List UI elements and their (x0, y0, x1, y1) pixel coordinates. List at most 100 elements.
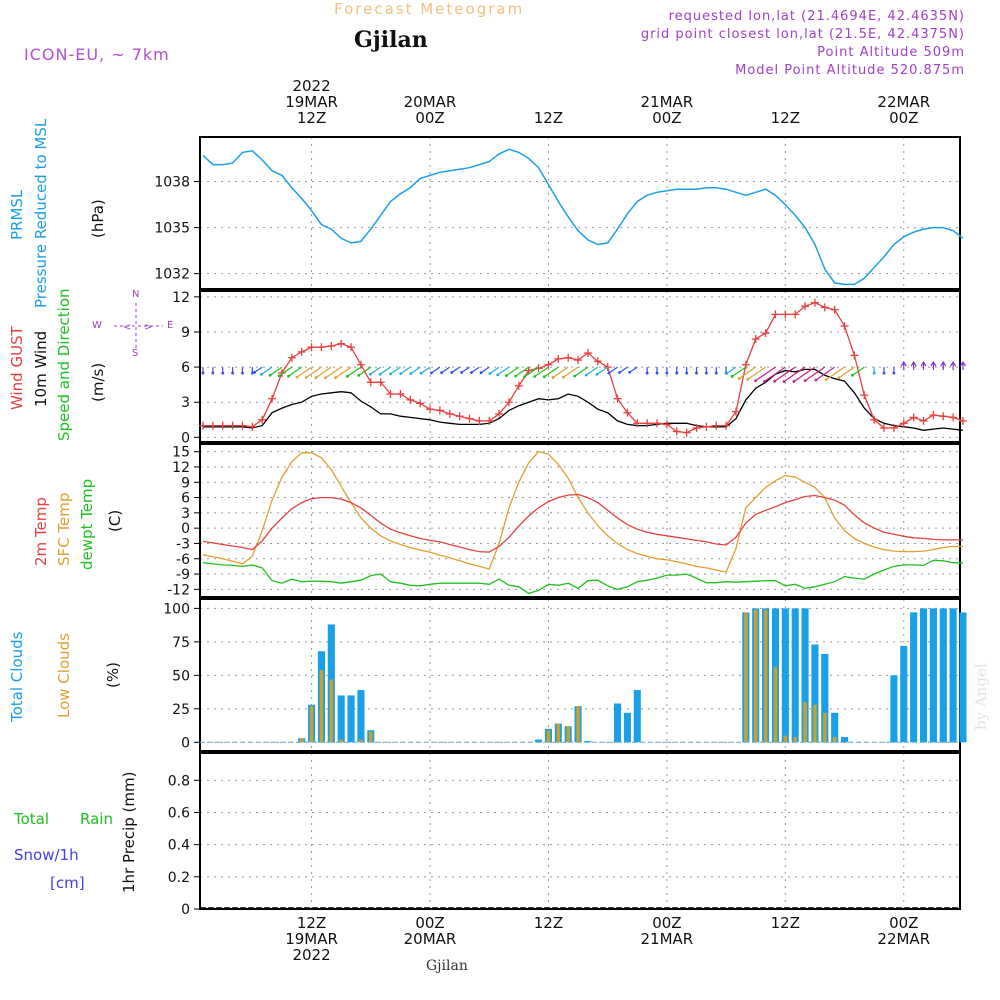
wind-arrow (755, 366, 776, 382)
wind-arrow (288, 366, 303, 377)
requested-coords: requested lon,lat (21.4694E, 42.4635N) (668, 9, 965, 24)
wind-arrow-head (940, 360, 947, 367)
wind-arrow-head (334, 376, 338, 380)
wind-arrow (747, 366, 766, 380)
total-cloud-bar (337, 695, 345, 743)
wind-arrow-head (221, 371, 225, 375)
wind-arrow-head (618, 371, 621, 374)
wind-arrow-head (409, 372, 413, 375)
wind-arrow-head (607, 371, 611, 375)
total-cloud-bar (535, 739, 543, 743)
precip-label-cm: [cm] (50, 874, 85, 892)
wind-arrow-head (930, 360, 937, 367)
compass-n: N (132, 289, 140, 300)
wind-arrow-head (346, 374, 349, 378)
ytick-label: -3 (176, 536, 190, 552)
wind-arrow-head (900, 360, 907, 367)
wind-arrow-head (440, 371, 443, 375)
wind-arrow (305, 366, 322, 379)
total-cloud-bar (633, 690, 641, 743)
low-cloud-bar (339, 739, 343, 743)
bottom-time-label: 2022 (292, 946, 331, 964)
wind-arrow-head (595, 373, 599, 376)
ytick-label: 100 (163, 601, 190, 617)
wind-arrow-head (584, 373, 588, 377)
wind-arrow-head (737, 377, 741, 380)
ytick-label: 0.4 (168, 838, 190, 854)
ytick-label: 0.2 (168, 870, 190, 886)
ytick-label: 6 (181, 491, 190, 507)
wind-arrow (441, 366, 451, 374)
gust-series-line (203, 301, 964, 434)
wind-arrow-head (250, 371, 254, 375)
wind-arrow-head (920, 360, 927, 367)
low-cloud-bar (763, 609, 768, 743)
ytick-label: 1038 (154, 175, 190, 191)
top-time-label: 20MAR (403, 93, 457, 111)
wind-arrow-head (959, 360, 966, 367)
low-cloud-bar (309, 706, 314, 743)
top-time-label: 2022 (292, 77, 331, 95)
wind-arrow (420, 366, 431, 374)
ytick-label: 25 (172, 702, 190, 718)
gridpoint-coords: grid point closest lon,lat (21.5E, 42.43… (640, 27, 965, 42)
wind-panel: 0 3 6 9 12 (172, 290, 961, 446)
bottom-time-label: 12Z (296, 914, 327, 932)
low-cloud-bar (793, 736, 797, 743)
ytick-label: 12 (172, 460, 190, 476)
wind-arrow (480, 366, 490, 374)
ytick-label: 50 (172, 668, 190, 684)
ytick-label: -6 (176, 552, 190, 568)
wind-arrow-head (685, 371, 689, 375)
wind-arrow-head (628, 370, 632, 374)
wind-arrow-head (470, 371, 473, 374)
wind-arrow-head (378, 372, 382, 376)
wind-arrow-head (645, 371, 649, 375)
svg-text:<: < (123, 322, 131, 333)
model-altitude: Model Point Altitude 520.875m (735, 63, 965, 78)
ytick-label: 0.6 (168, 806, 190, 822)
total-cloud-bar (821, 653, 829, 743)
low-cloud-bar (803, 702, 807, 743)
point-altitude: Point Altitude 509m (817, 45, 965, 60)
total-cloud-bar (840, 736, 849, 743)
total-cloud-bar (890, 675, 898, 743)
total-cloud-bar (919, 608, 928, 743)
wind-arrow-head (950, 360, 957, 367)
total-cloud-bar (613, 703, 622, 743)
low-cloud-bar (832, 736, 837, 743)
panel-frame (199, 443, 961, 598)
low-cloud-bar (556, 723, 561, 743)
wind-arrow (825, 366, 845, 381)
total-cloud-bar (584, 740, 592, 743)
wind-arrow-head (837, 376, 841, 380)
total-cloud-bar (939, 608, 947, 743)
wind-arrow-head (573, 374, 577, 378)
wind-arrow-head (277, 374, 281, 378)
low-cloud-bar (783, 735, 788, 743)
low-cloud-bar (773, 667, 778, 743)
wind-arrow-head (368, 372, 372, 376)
panel-frame (199, 752, 961, 910)
wind-arrow-head (782, 380, 786, 383)
wind-arrow (738, 366, 757, 379)
chart-title: Forecast Meteogram (334, 0, 525, 18)
wind-arrow-head (892, 371, 896, 375)
wind-arrow-head (763, 379, 766, 383)
wind-arrow-head (730, 375, 734, 378)
compass-s: S (132, 348, 139, 359)
wind-arrow (347, 366, 362, 377)
low-cloud-bar (359, 739, 363, 743)
wind-arrow (400, 366, 411, 375)
ytick-label: 12 (172, 290, 190, 306)
wind-arrow (774, 366, 796, 382)
total-cloud-bar (959, 612, 967, 743)
low-cloud-bar (823, 712, 827, 743)
wind-arrow-head (910, 360, 917, 367)
top-time-label: 22MAR (877, 93, 931, 111)
wind-arrow (563, 366, 579, 378)
ytick-label: 6 (181, 360, 190, 376)
wind-arrow (261, 366, 273, 375)
wind-arrow-head (542, 375, 546, 379)
wind-arrow-head (773, 379, 777, 383)
